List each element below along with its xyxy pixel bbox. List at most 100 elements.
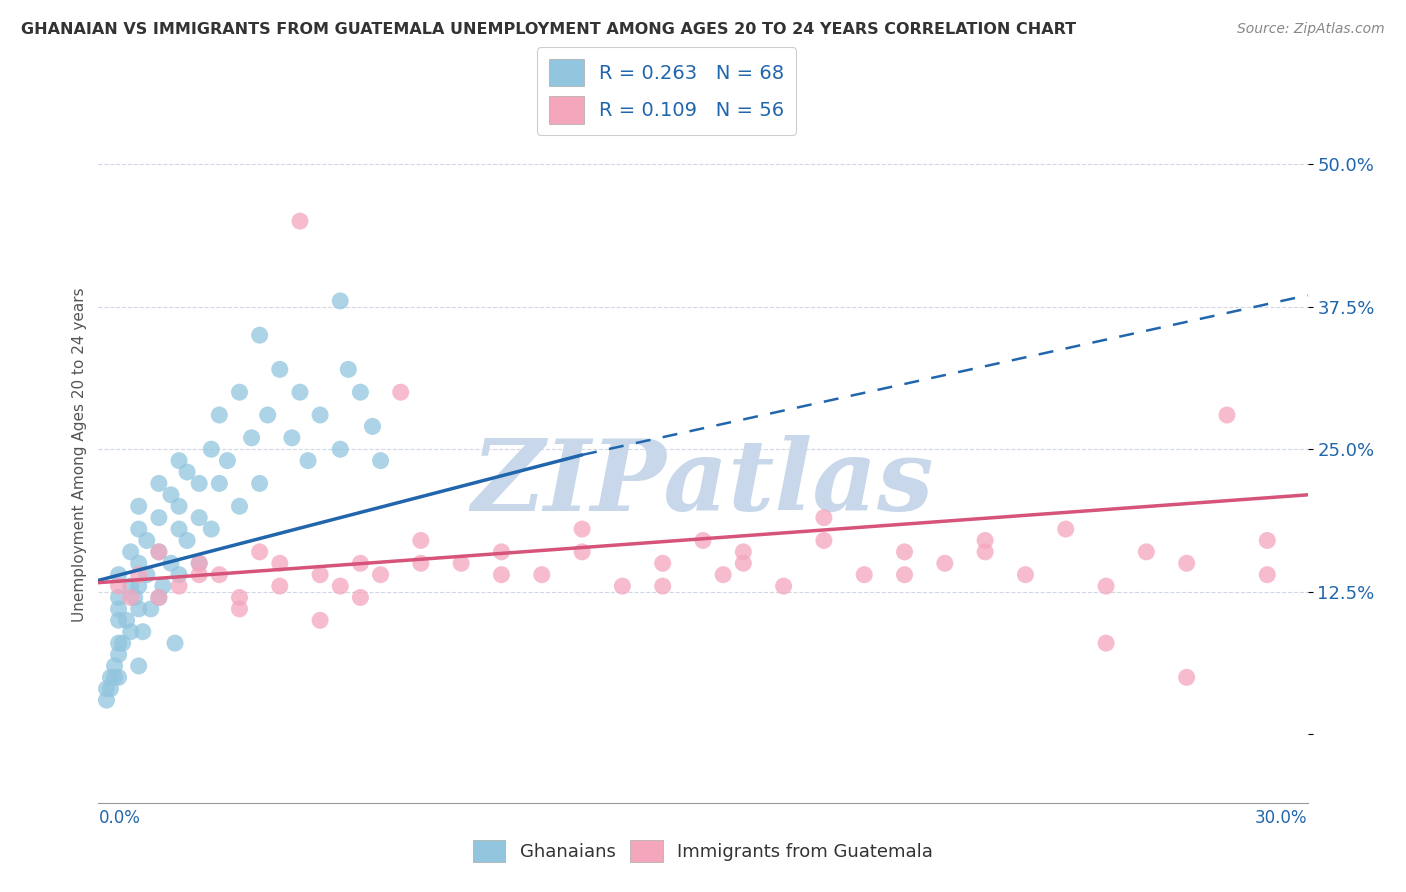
Point: [450, 556, 472, 570]
Point: [167, 500, 190, 514]
Point: [208, 408, 231, 422]
Point: [269, 362, 291, 376]
Point: [120, 591, 142, 605]
Point: [163, 636, 186, 650]
Point: [132, 624, 155, 639]
Text: GHANAIAN VS IMMIGRANTS FROM GUATEMALA UNEMPLOYMENT AMONG AGES 20 TO 24 YEARS COR: GHANAIAN VS IMMIGRANTS FROM GUATEMALA UN…: [21, 22, 1076, 37]
Point: [208, 476, 231, 491]
Point: [115, 613, 138, 627]
Point: [1256, 567, 1278, 582]
Point: [612, 579, 634, 593]
Point: [107, 613, 129, 627]
Point: [228, 385, 250, 400]
Point: [152, 579, 174, 593]
Point: [530, 567, 553, 582]
Point: [651, 556, 673, 570]
Point: [269, 556, 291, 570]
Point: [107, 567, 129, 582]
Point: [100, 681, 122, 696]
Point: [107, 602, 129, 616]
Point: [349, 556, 371, 570]
Point: [148, 591, 170, 605]
Point: [208, 567, 231, 582]
Point: [249, 328, 271, 343]
Point: [200, 522, 222, 536]
Text: ZIPatlas: ZIPatlas: [472, 434, 934, 531]
Point: [148, 591, 170, 605]
Point: [370, 567, 392, 582]
Point: [107, 579, 129, 593]
Point: [176, 533, 198, 548]
Point: [309, 408, 332, 422]
Point: [128, 659, 150, 673]
Point: [571, 545, 593, 559]
Point: [329, 293, 352, 308]
Y-axis label: Unemployment Among Ages 20 to 24 years: Unemployment Among Ages 20 to 24 years: [72, 287, 87, 623]
Point: [128, 522, 150, 536]
Point: [96, 681, 118, 696]
Point: [1095, 579, 1118, 593]
Point: [96, 693, 118, 707]
Point: [1256, 533, 1278, 548]
Point: [124, 591, 146, 605]
Text: 30.0%: 30.0%: [1256, 808, 1308, 827]
Point: [188, 567, 211, 582]
Point: [167, 453, 190, 467]
Point: [256, 408, 278, 422]
Point: [228, 500, 250, 514]
Point: [813, 533, 835, 548]
Point: [111, 636, 134, 650]
Point: [167, 579, 190, 593]
Point: [409, 556, 432, 570]
Point: [148, 545, 170, 559]
Point: [128, 602, 150, 616]
Point: [733, 545, 755, 559]
Point: [103, 670, 125, 684]
Point: [1216, 408, 1239, 422]
Point: [200, 442, 222, 457]
Point: [813, 510, 835, 524]
Legend: Ghanaians, Immigrants from Guatemala: Ghanaians, Immigrants from Guatemala: [465, 833, 941, 870]
Point: [128, 500, 150, 514]
Point: [167, 567, 190, 582]
Point: [309, 567, 332, 582]
Point: [1175, 556, 1198, 570]
Point: [893, 567, 915, 582]
Point: [651, 579, 673, 593]
Point: [329, 579, 352, 593]
Point: [1054, 522, 1077, 536]
Point: [139, 602, 162, 616]
Point: [148, 476, 170, 491]
Point: [100, 670, 122, 684]
Point: [297, 453, 319, 467]
Point: [128, 579, 150, 593]
Point: [120, 579, 142, 593]
Point: [1175, 670, 1198, 684]
Point: [269, 579, 291, 593]
Point: [128, 567, 150, 582]
Point: [571, 522, 593, 536]
Point: [103, 659, 125, 673]
Point: [733, 556, 755, 570]
Point: [329, 442, 352, 457]
Point: [217, 453, 239, 467]
Text: Source: ZipAtlas.com: Source: ZipAtlas.com: [1237, 22, 1385, 37]
Legend: R = 0.263   N = 68, R = 0.109   N = 56: R = 0.263 N = 68, R = 0.109 N = 56: [537, 47, 796, 136]
Point: [349, 591, 371, 605]
Point: [772, 579, 794, 593]
Point: [135, 533, 157, 548]
Point: [1014, 567, 1036, 582]
Point: [370, 453, 392, 467]
Point: [160, 556, 183, 570]
Point: [107, 648, 129, 662]
Point: [893, 545, 915, 559]
Point: [160, 488, 183, 502]
Point: [349, 385, 371, 400]
Point: [288, 385, 311, 400]
Point: [120, 624, 142, 639]
Point: [148, 510, 170, 524]
Point: [309, 613, 332, 627]
Point: [409, 533, 432, 548]
Point: [974, 545, 997, 559]
Point: [176, 465, 198, 479]
